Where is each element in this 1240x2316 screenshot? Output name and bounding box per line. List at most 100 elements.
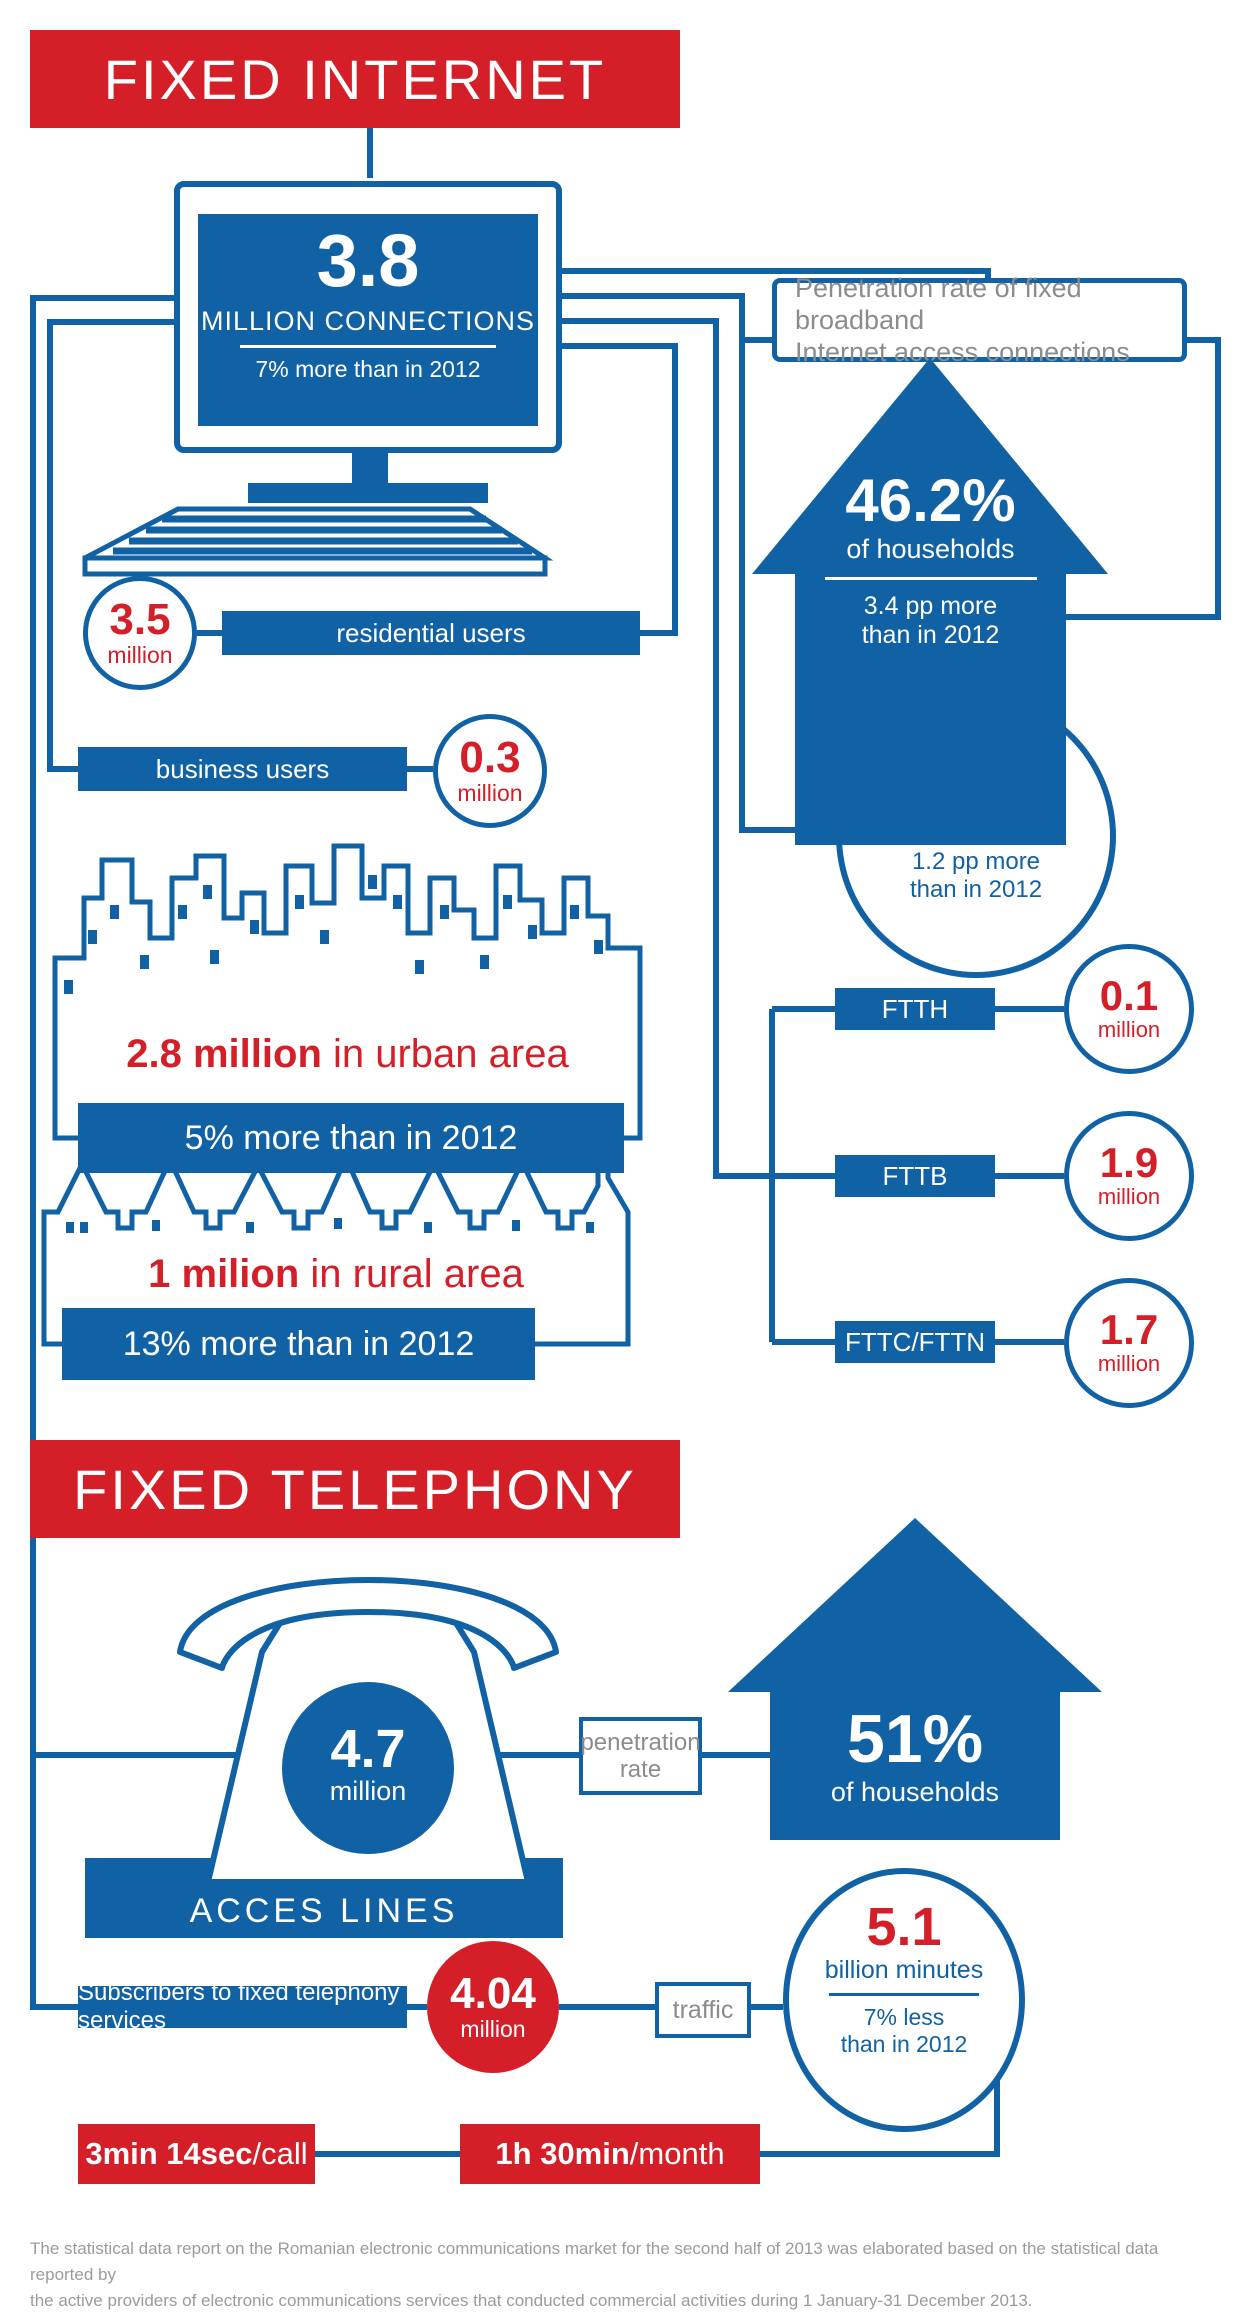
city-skyline-icon (52, 843, 643, 1141)
keyboard-icon (82, 506, 554, 577)
subscribers-value-circle: 4.04 million (427, 1941, 559, 2073)
inhabitants-change-1: 1.2 pp more (911, 848, 1041, 875)
residential-users-bar: residential users (222, 611, 640, 655)
fttc-fttn-value-circle: 1.7 million (1064, 1278, 1194, 1408)
access-lines-bar: ACCES LINES (85, 1858, 563, 1938)
subscribers-value: 4.04 (450, 1968, 536, 2018)
inhabitants-label: of inhabitants (898, 798, 1054, 828)
inhabitants-change-2: than in 2012 (909, 876, 1043, 903)
residential-unit: million (107, 641, 173, 668)
access-lines-unit: million (329, 1776, 407, 1806)
city-windows (64, 875, 603, 994)
ftth-unit: million (1097, 1017, 1161, 1042)
inhabitants-value: 18.8% (893, 732, 1059, 797)
residential-value: 3.5 (109, 594, 171, 644)
business-value: 0.3 (459, 732, 521, 782)
rural-headline: 1 milion in rural area (44, 1252, 628, 1297)
penetration-line-1: penetration (580, 1729, 701, 1756)
footer-line-1: The statistical data report on the Roman… (30, 2239, 1159, 2284)
fixed-telephony-title: FIXED TELEPHONY (73, 1457, 637, 1521)
households-change-2: than in 2012 (861, 621, 1000, 649)
residential-label: residential users (336, 617, 526, 648)
fttb-value-circle: 1.9 million (1064, 1111, 1194, 1241)
ftth-value: 0.1 (1099, 972, 1159, 1019)
monitor-icon: 3.8 MILLION CONNECTIONS 7% more than in … (174, 181, 562, 453)
per-call-bar: 3min 14sec/call (78, 2124, 315, 2184)
fttc-fttn-unit: million (1097, 1351, 1161, 1376)
connections-change: 7% more than in 2012 (255, 356, 481, 382)
subscribers-bar: Subscribers to fixed telephony services (78, 1979, 407, 2034)
minutes-change-2: than in 2012 (840, 2031, 968, 2057)
connections-value: 3.8 (316, 219, 420, 302)
business-label: business users (155, 753, 330, 784)
house-windows (66, 1218, 594, 1233)
subscribers-unit: million (460, 2015, 526, 2042)
divider (240, 345, 496, 348)
inhabitants-stat-circle: 18.8% of inhabitants 1.2 pp more than in… (836, 694, 1116, 978)
divider (829, 1993, 979, 1996)
residential-value-circle: 3.5 million (83, 576, 197, 690)
footer-line-2: the active providers of electronic commu… (30, 2291, 1033, 2310)
fixed-telephony-banner: FIXED TELEPHONY (30, 1440, 680, 1538)
traffic-label: traffic (672, 1995, 734, 2024)
households-stat: 46.2% of households 3.4 pp more than in … (795, 468, 1066, 650)
per-month-bar: 1h 30min/month (460, 2124, 760, 2184)
ftth-label: FTTH (881, 993, 949, 1024)
telephony-households-label: of households (830, 1776, 1000, 1807)
rural-rest: in rural area (299, 1252, 524, 1296)
access-lines-label: ACCES LINES (189, 1891, 459, 1930)
fttb-bar: FTTB (835, 1155, 995, 1197)
urban-change-bar: 5% more than in 2012 (78, 1103, 624, 1173)
divider (824, 577, 1037, 580)
divider (887, 837, 1065, 840)
urban-value: 2.8 million (126, 1032, 322, 1076)
households-value: 46.2% (845, 467, 1016, 534)
access-lines-value-group: 4.7 million (283, 1722, 453, 1807)
telephony-penetration-box: penetration rate (579, 1717, 702, 1795)
business-value-circle: 0.3 million (433, 714, 547, 828)
penetration-line-2: rate (619, 1756, 662, 1783)
ftth-value-circle: 0.1 million (1064, 944, 1194, 1074)
urban-rest: in urban area (321, 1032, 569, 1076)
per-month-value: 1h 30min (495, 2136, 630, 2171)
telephony-households-stat: 51% of households (770, 1702, 1060, 1808)
traffic-box: traffic (655, 1982, 751, 2038)
per-month-unit: /month (629, 2136, 725, 2171)
subscribers-label: Subscribers to fixed telephony services (78, 1979, 400, 2034)
access-lines-value: 4.7 (330, 1719, 406, 1779)
fttb-value: 1.9 (1099, 1139, 1159, 1186)
urban-change: 5% more than in 2012 (184, 1118, 518, 1157)
households-label: of households (846, 534, 1015, 564)
fttb-unit: million (1097, 1184, 1161, 1209)
rural-change-bar: 13% more than in 2012 (62, 1308, 535, 1380)
monitor-screen: 3.8 MILLION CONNECTIONS 7% more than in … (198, 214, 538, 426)
broadband-penetration-note: Penetration rate of fixed broadband Inte… (772, 273, 1187, 367)
fixed-internet-banner: FIXED INTERNET (30, 30, 680, 128)
minutes-value: 5.1 (866, 1897, 942, 1957)
footer-note: The statistical data report on the Roman… (30, 2236, 1215, 2314)
minutes-change-1: 7% less (863, 2004, 945, 2030)
rural-value: 1 milion (148, 1252, 300, 1296)
business-users-bar: business users (78, 747, 407, 791)
fixed-internet-title: FIXED INTERNET (103, 47, 607, 111)
rural-change: 13% more than in 2012 (122, 1324, 475, 1363)
urban-headline: 2.8 million in urban area (55, 1032, 640, 1077)
fttc-fttn-value: 1.7 (1099, 1306, 1159, 1353)
houses-skyline-icon (41, 1151, 631, 1347)
business-unit: million (457, 779, 523, 806)
fttc-fttn-bar: FTTC/FTTN (835, 1321, 995, 1363)
note-line-1: Penetration rate of fixed broadband (795, 273, 1082, 335)
fttb-label: FTTB (882, 1160, 948, 1191)
connections-label: MILLION CONNECTIONS (200, 306, 536, 336)
per-call-value: 3min 14sec (85, 2136, 253, 2171)
note-line-2: Internet access connections (795, 337, 1130, 367)
ftth-bar: FTTH (835, 988, 995, 1030)
fttc-fttn-label: FTTC/FTTN (844, 1326, 986, 1357)
telephony-households-value: 51% (846, 1701, 984, 1777)
per-call-unit: /call (252, 2136, 308, 2171)
monitor-stand-icon (248, 453, 488, 503)
households-change-1: 3.4 pp more (863, 592, 998, 620)
minutes-label: billion minutes (824, 1956, 984, 1984)
traffic-stat-circle: 5.1 billion minutes 7% less than in 2012 (783, 1868, 1025, 2132)
